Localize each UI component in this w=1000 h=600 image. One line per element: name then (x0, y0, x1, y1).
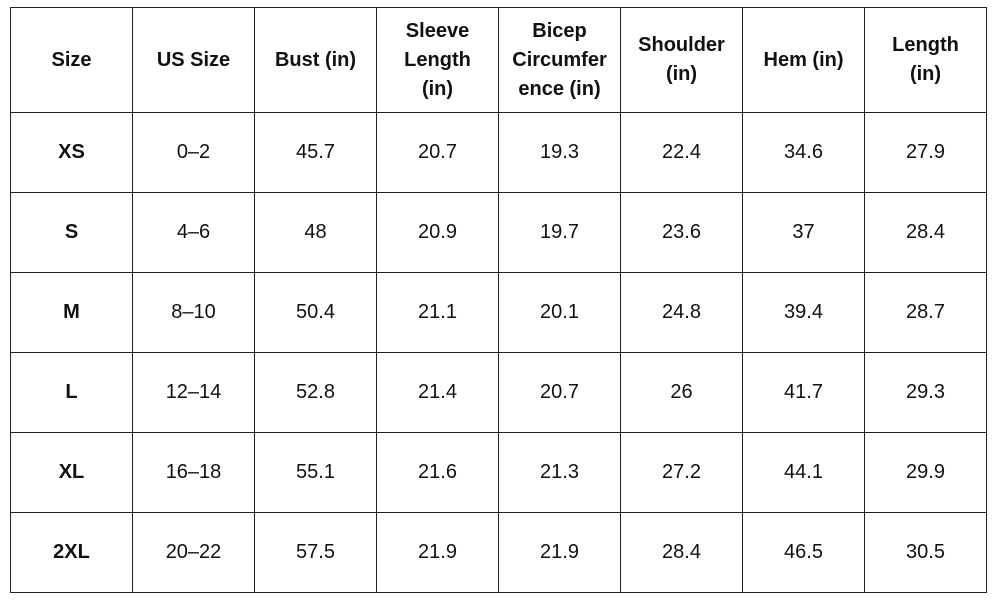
value-cell: 57.5 (254, 512, 377, 593)
header-line: Size (51, 48, 92, 71)
value-cell: 41.7 (742, 352, 865, 433)
size-cell: XS (10, 112, 133, 193)
value-cell: 21.4 (376, 352, 499, 433)
value-cell: 21.1 (376, 272, 499, 353)
header-cell: US Size (132, 7, 255, 113)
value-cell: 23.6 (620, 192, 743, 273)
header-line: Circumfer (512, 48, 607, 71)
value-cell: 28.7 (864, 272, 987, 353)
value-cell: 22.4 (620, 112, 743, 193)
value-cell: 4–6 (132, 192, 255, 273)
value-cell: 20.9 (376, 192, 499, 273)
value-cell: 46.5 (742, 512, 865, 593)
value-cell: 45.7 (254, 112, 377, 193)
value-cell: 37 (742, 192, 865, 273)
header-cell: Sleeve Length (in) (376, 7, 499, 113)
header-line: (in) (909, 63, 942, 85)
header-cell: Length (in) (864, 7, 987, 113)
value-cell: 0–2 (132, 112, 255, 193)
header-cell: Bicep Circumfer ence (in) (498, 7, 621, 113)
value-cell: 8–10 (132, 272, 255, 353)
header-line: Hem (in) (763, 48, 844, 71)
value-cell: 12–14 (132, 352, 255, 433)
value-cell: 30.5 (864, 512, 987, 593)
value-cell: 39.4 (742, 272, 865, 353)
table-row: 2XL 20–22 57.5 21.9 21.9 28.4 46.5 30.5 (10, 512, 987, 593)
header-cell: Hem (in) (742, 7, 865, 113)
value-cell: 34.6 (742, 112, 865, 193)
value-cell: 44.1 (742, 432, 865, 513)
value-cell: 27.2 (620, 432, 743, 513)
header-cell: Bust (in) (254, 7, 377, 113)
value-cell: 55.1 (254, 432, 377, 513)
header-row: Size US Size Bust (in) Sleeve Length (in) Bice… (10, 7, 987, 113)
value-cell: 20–22 (132, 512, 255, 593)
value-cell: 20.7 (498, 352, 621, 433)
value-cell: 21.9 (498, 512, 621, 593)
value-cell: 19.3 (498, 112, 621, 193)
value-cell: 28.4 (620, 512, 743, 593)
size-cell: L (10, 352, 133, 433)
value-cell: 29.9 (864, 432, 987, 513)
table-row: XS 0–2 45.7 20.7 19.3 22.4 34.6 27.9 (10, 112, 987, 193)
value-cell: 24.8 (620, 272, 743, 353)
value-cell: 48 (254, 192, 377, 273)
header-line: Length (892, 34, 959, 56)
header-line: Length (404, 48, 471, 71)
header-line: Bicep (532, 19, 587, 42)
value-cell: 26 (620, 352, 743, 433)
value-cell: 52.8 (254, 352, 377, 433)
value-cell: 29.3 (864, 352, 987, 433)
header-line: Sleeve (405, 19, 470, 42)
value-cell: 21.6 (376, 432, 499, 513)
header-cell: Shoulder (in) (620, 7, 743, 113)
size-cell: M (10, 272, 133, 353)
header-line: Bust (in) (274, 48, 357, 71)
table-row: L 12–14 52.8 21.4 20.7 26 41.7 29.3 (10, 352, 987, 433)
table-row: M 8–10 50.4 21.1 20.1 24.8 39.4 28.7 (10, 272, 987, 353)
size-chart-table: Size US Size Bust (in) Sleeve Length (in) Bice… (10, 7, 987, 593)
header-line: ence (in) (518, 77, 601, 100)
size-cell: S (10, 192, 133, 273)
header-line: Shoulder (638, 34, 725, 56)
header-line: US Size (156, 48, 231, 71)
value-cell: 20.7 (376, 112, 499, 193)
value-cell: 21.9 (376, 512, 499, 593)
header-line: (in) (421, 77, 454, 100)
header-cell: Size (10, 7, 133, 113)
value-cell: 28.4 (864, 192, 987, 273)
value-cell: 21.3 (498, 432, 621, 513)
table-body: XS 0–2 45.7 20.7 19.3 22.4 34.6 27.9 S 4–6 48 20.9 1… (10, 112, 987, 593)
value-cell: 20.1 (498, 272, 621, 353)
table-row: S 4–6 48 20.9 19.7 23.6 37 28.4 (10, 192, 987, 273)
value-cell: 19.7 (498, 192, 621, 273)
header-line: (in) (665, 63, 698, 85)
value-cell: 27.9 (864, 112, 987, 193)
value-cell: 16–18 (132, 432, 255, 513)
size-cell: XL (10, 432, 133, 513)
value-cell: 50.4 (254, 272, 377, 353)
size-cell: 2XL (10, 512, 133, 593)
table-row: XL 16–18 55.1 21.6 21.3 27.2 44.1 29.9 (10, 432, 987, 513)
